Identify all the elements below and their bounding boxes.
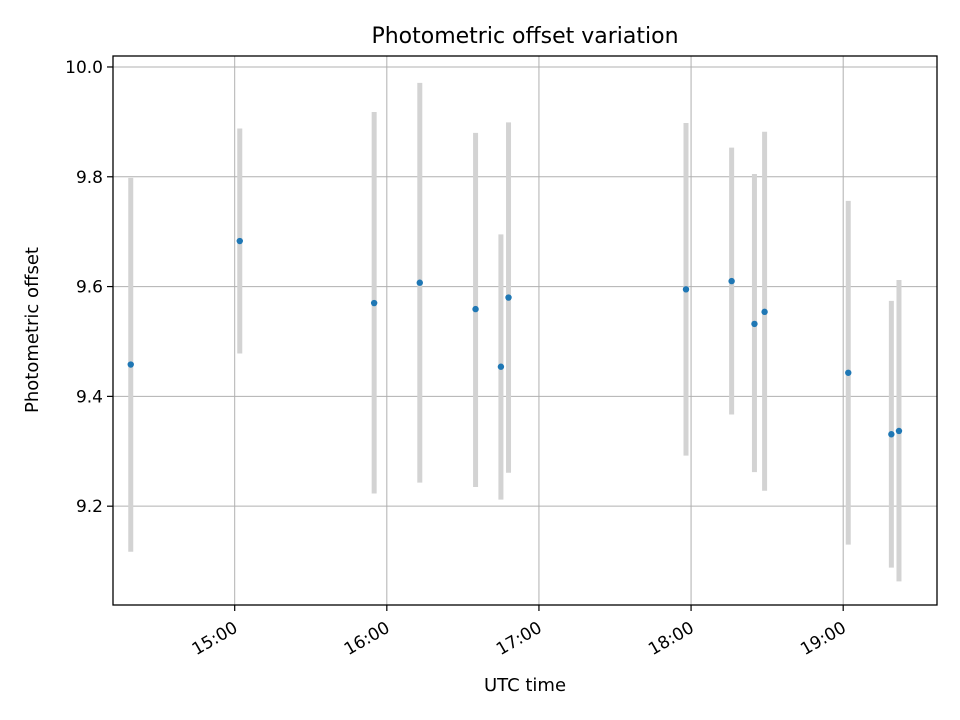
y-axis-ticks: 9.2 9.4 9.6 9.8 10.0 <box>65 58 113 517</box>
x-tick-label: 16:00 <box>341 618 393 660</box>
data-point <box>236 237 243 245</box>
grid-lines <box>113 56 937 605</box>
data-point <box>895 427 903 435</box>
data-point <box>682 286 690 293</box>
y-tick-label: 9.4 <box>76 387 103 407</box>
data-point <box>845 369 852 376</box>
data-point <box>751 320 758 328</box>
x-tick-label: 19:00 <box>797 618 849 660</box>
x-axis-ticks: 15:00 16:00 17:00 18:00 19:00 <box>189 605 850 660</box>
data-points <box>127 237 903 438</box>
data-point <box>728 277 735 285</box>
data-point <box>370 299 378 307</box>
x-axis-label: UTC time <box>484 675 566 696</box>
x-tick-label: 18:00 <box>645 618 697 660</box>
x-tick-label: 15:00 <box>189 618 241 660</box>
y-tick-label: 9.8 <box>76 168 103 188</box>
data-point <box>472 305 479 313</box>
data-point <box>888 431 895 438</box>
y-tick-label: 10.0 <box>65 58 103 78</box>
data-point <box>416 279 423 286</box>
y-axis-label: Photometric offset <box>22 247 43 413</box>
y-tick-label: 9.2 <box>76 497 103 517</box>
data-point <box>505 294 512 301</box>
chart-title: Photometric offset variation <box>371 24 678 49</box>
plot-frame <box>112 55 938 606</box>
data-point <box>127 361 134 368</box>
x-tick-label: 17:00 <box>493 618 545 660</box>
y-tick-label: 9.6 <box>76 278 103 298</box>
data-point <box>761 308 768 316</box>
data-point <box>497 363 505 370</box>
